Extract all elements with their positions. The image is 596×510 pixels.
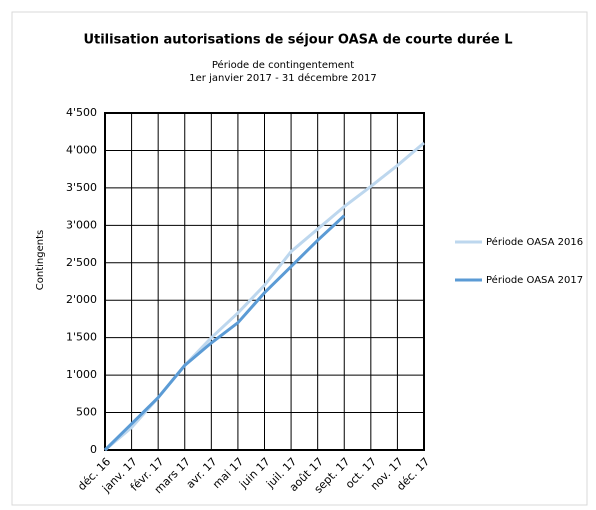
chart-title: Utilisation autorisations de séjour OASA… bbox=[83, 33, 512, 48]
y-tick-label: 0 bbox=[90, 443, 97, 456]
y-axis-label: Contingents bbox=[35, 230, 46, 290]
y-tick-label: 4'500 bbox=[66, 106, 97, 119]
y-tick-label: 2'500 bbox=[66, 256, 97, 269]
legend-label: Période OASA 2017 bbox=[486, 274, 583, 286]
y-tick-label: 3'000 bbox=[66, 218, 97, 231]
y-tick-label: 1'000 bbox=[66, 368, 97, 381]
chart-subtitle: Période de contingentement bbox=[212, 59, 354, 71]
y-tick-label: 4'000 bbox=[66, 143, 97, 156]
y-tick-label: 500 bbox=[76, 406, 97, 419]
legend-label: Période OASA 2016 bbox=[486, 236, 583, 248]
chart-subtitle: 1er janvier 2017 - 31 décembre 2017 bbox=[189, 72, 376, 84]
y-tick-label: 3'500 bbox=[66, 181, 97, 194]
plot-border bbox=[104, 112, 425, 451]
y-tick-label: 2'000 bbox=[66, 293, 97, 306]
y-tick-label: 1'500 bbox=[66, 331, 97, 344]
series-line bbox=[103, 214, 346, 452]
